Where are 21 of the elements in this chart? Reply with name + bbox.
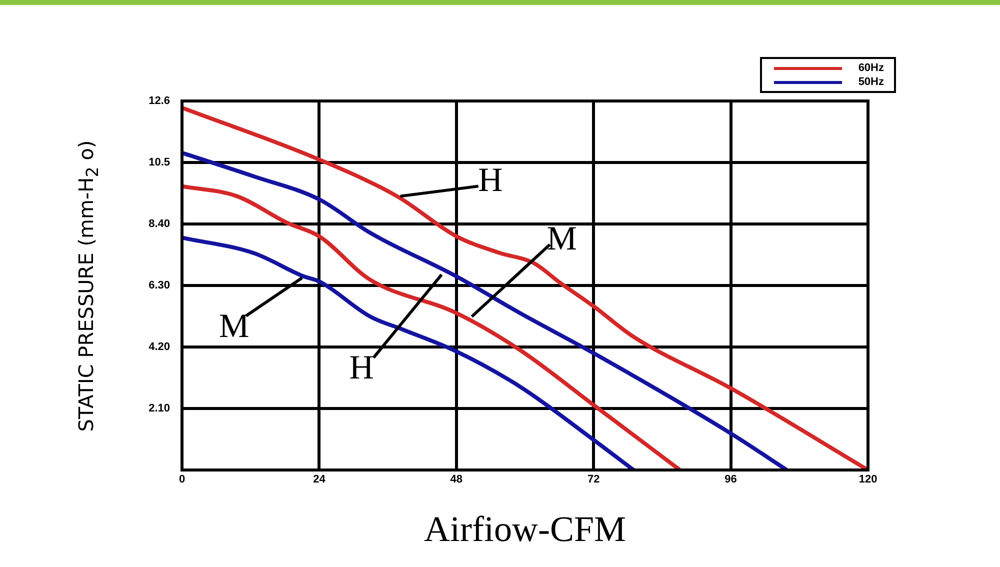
annotation: M bbox=[546, 220, 577, 258]
annotation: M bbox=[218, 308, 250, 345]
x-axis-title: Airfiow-CFM bbox=[422, 508, 627, 550]
annotation: H bbox=[349, 350, 374, 387]
text: 60Hz bbox=[858, 62, 884, 74]
y-tick-label: 6.30 bbox=[148, 280, 170, 292]
y-tick-label: 2.10 bbox=[148, 402, 170, 415]
x-tick-label: 24 bbox=[313, 474, 326, 486]
y-tick-label: 8.40 bbox=[148, 218, 170, 230]
x-tick-label: 120 bbox=[858, 474, 878, 486]
y-tick-label: 4.20 bbox=[148, 341, 170, 354]
y-tick-label: 10.5 bbox=[148, 156, 170, 169]
y-tick-label: 12.6 bbox=[148, 95, 170, 108]
line-series bbox=[182, 150, 789, 470]
annotation: H bbox=[478, 162, 503, 200]
x-tick-label: 48 bbox=[450, 474, 463, 486]
x-tick-label: 96 bbox=[724, 474, 737, 486]
x-tick-label: 0 bbox=[178, 474, 186, 486]
x-tick-label: 72 bbox=[587, 474, 600, 486]
text: 50Hz bbox=[858, 76, 884, 88]
line-series bbox=[182, 106, 868, 470]
